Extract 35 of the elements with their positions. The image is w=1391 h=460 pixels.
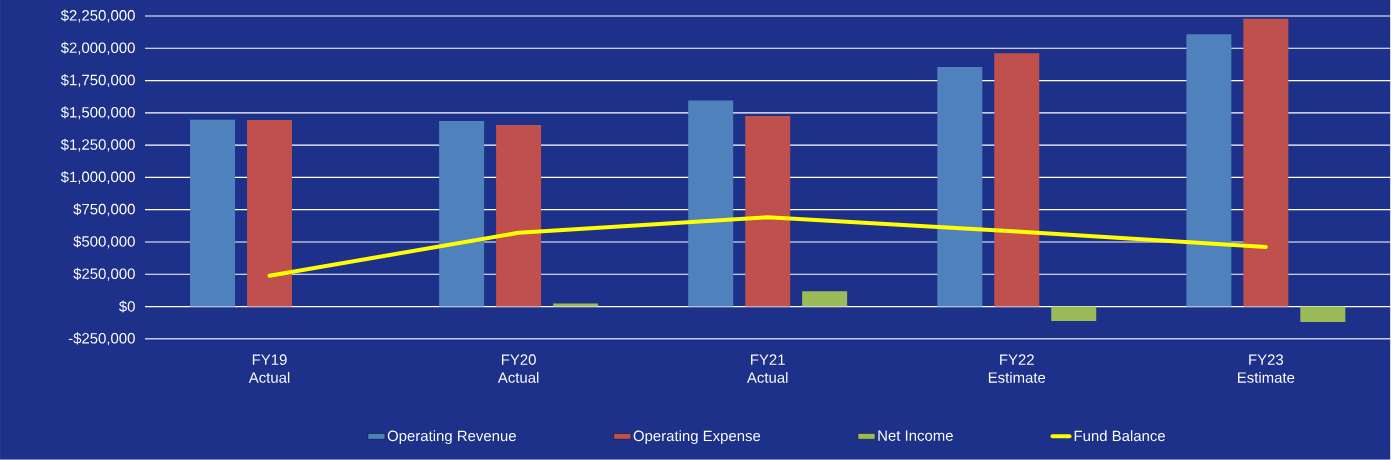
- bar: [1051, 306, 1097, 321]
- bar: [1300, 306, 1346, 323]
- y-tick-label: $2,250,000: [60, 9, 135, 23]
- bar: [1186, 34, 1232, 307]
- y-tick-label: $500,000: [73, 235, 135, 249]
- bar: [937, 67, 983, 307]
- y-tick-label: $2,000,000: [60, 41, 135, 55]
- y-tick-label: $750,000: [73, 203, 135, 217]
- y-tick-label: -$250,000: [68, 332, 135, 346]
- bar: [994, 53, 1040, 307]
- bar: [688, 100, 734, 307]
- legend-label: Operating Expense: [633, 430, 761, 445]
- bar: [553, 303, 599, 307]
- x-tick-label: FY22 Estimate: [988, 354, 1046, 383]
- y-tick-label: $0: [118, 300, 135, 313]
- legend-label: Fund Balance: [1074, 430, 1165, 442]
- legend-label: Operating Revenue: [387, 430, 516, 445]
- y-tick-label: $250,000: [73, 267, 135, 281]
- x-tick-label: FY19 Actual: [248, 354, 290, 383]
- x-tick-label: FY23 Estimate: [1238, 354, 1295, 383]
- legend-label: Net Income: [878, 430, 953, 441]
- bar: [802, 291, 848, 307]
- bar: [496, 125, 542, 307]
- y-tick-label: $1,500,000: [60, 106, 135, 120]
- y-tick-label: $1,250,000: [60, 138, 135, 152]
- bar: [247, 120, 292, 307]
- line-series: [267, 215, 1268, 278]
- x-tick-label: FY21 Actual: [746, 354, 788, 383]
- bar: [745, 116, 791, 307]
- y-tick-label: $1,000,000: [60, 171, 135, 184]
- bar: [190, 119, 236, 307]
- x-tick-label: FY20 Actual: [497, 354, 539, 383]
- y-tick-label: $1,750,000: [60, 74, 135, 88]
- bar: [439, 121, 485, 307]
- bar: [1243, 18, 1289, 307]
